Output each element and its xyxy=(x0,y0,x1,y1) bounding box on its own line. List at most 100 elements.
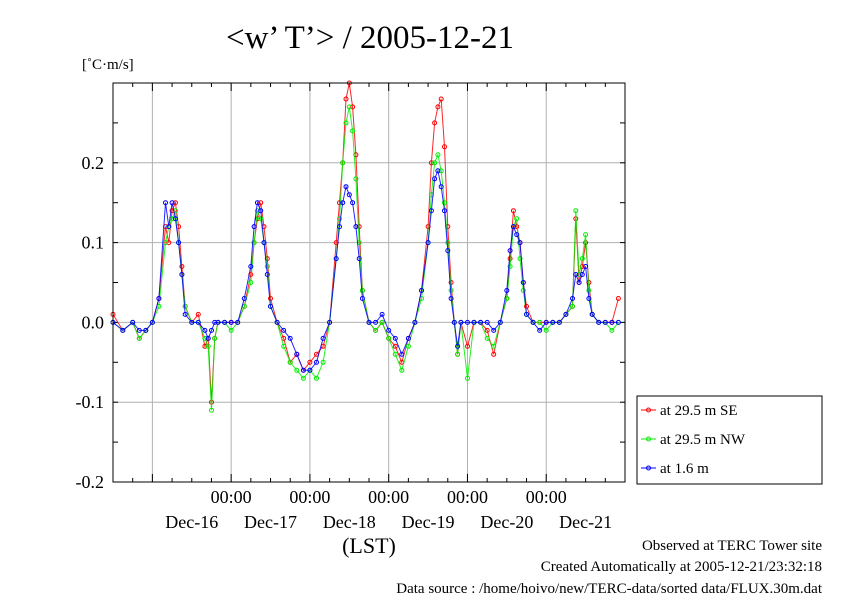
legend-swatch-marker xyxy=(646,465,651,471)
series-at-29-5-m-se-point xyxy=(202,343,208,349)
series-at-29-5-m-nw-point xyxy=(579,256,585,262)
series-at-1-6-m-point xyxy=(337,224,342,230)
x-date-label: Dec-21 xyxy=(559,512,612,532)
legend-label: at 29.5 m SE xyxy=(660,403,738,419)
series-at-1-6-m-point xyxy=(274,319,280,325)
series-at-1-6-m-point xyxy=(491,327,497,333)
series-at-1-6-m-point xyxy=(586,296,592,301)
series-at-1-6-m-point xyxy=(478,319,484,325)
y-tick-label: 0.0 xyxy=(82,312,105,332)
series-at-29-5-m-nw-point xyxy=(491,343,497,349)
series-at-1-6-m-point xyxy=(136,327,142,333)
series-at-1-6-m-point xyxy=(438,184,444,190)
series-at-29-5-m-nw-point xyxy=(136,335,142,341)
series-at-1-6-m-point xyxy=(156,296,162,301)
series-at-1-6-m-point xyxy=(212,319,218,325)
series-at-1-6-m-point xyxy=(149,319,155,325)
series-at-29-5-m-se-point xyxy=(343,96,349,102)
series-at-29-5-m-nw-point xyxy=(514,216,520,222)
series-at-1-6-m-point xyxy=(359,296,365,301)
series-at-29-5-m-nw-point xyxy=(438,168,444,174)
series-at-1-6-m-point xyxy=(524,311,529,317)
series-at-1-6-m-point xyxy=(451,319,457,325)
series-at-29-5-m-se-point xyxy=(195,311,201,317)
series-at-29-5-m-nw-point xyxy=(379,319,385,325)
x-axis-unit-label: (LST) xyxy=(342,533,396,558)
series-at-1-6-m-point xyxy=(205,335,211,341)
series-at-29-5-m-se-point xyxy=(307,359,313,365)
series-at-29-5-m-nw-point xyxy=(455,351,461,357)
series-at-1-6-m-point xyxy=(287,335,293,341)
x-date-label: Dec-17 xyxy=(244,512,297,532)
series-at-29-5-m-nw-point xyxy=(442,200,447,206)
series-at-1-6-m-point xyxy=(228,319,234,325)
series-at-29-5-m-se-point xyxy=(392,343,398,349)
series-at-1-6-m-point xyxy=(241,296,247,301)
series-at-1-6-m-point xyxy=(573,272,579,277)
legend-swatch-marker xyxy=(646,407,651,413)
series-at-29-5-m-nw-point xyxy=(212,335,218,341)
series-at-1-6-m-point xyxy=(314,359,319,365)
series-at-1-6-m-point xyxy=(264,272,270,277)
series-at-1-6-m-point xyxy=(258,208,264,214)
series-at-29-5-m-nw-point xyxy=(251,240,257,246)
series-at-1-6-m-point xyxy=(442,208,447,214)
footer-source: Data source : /home/hoivo/new/TERC-data/… xyxy=(396,581,823,595)
y-tick-label: -0.2 xyxy=(76,472,105,492)
series-at-29-5-m-nw xyxy=(110,104,621,413)
series-at-29-5-m-nw-point xyxy=(264,264,270,269)
series-at-1-6-m-point xyxy=(484,319,490,325)
series-at-1-6-m-point xyxy=(172,216,178,222)
chart-title: <w’ T’> / 2005-12-21 xyxy=(226,20,514,56)
series-at-1-6-m-point xyxy=(268,303,273,309)
series-at-29-5-m-nw-point xyxy=(484,335,490,341)
series-at-1-6-m-point xyxy=(195,319,201,325)
series-at-29-5-m-nw-point xyxy=(537,319,543,325)
series-at-1-6-m-point xyxy=(327,319,333,325)
series-at-1-6-m-point xyxy=(163,200,168,206)
series-at-1-6-m-point xyxy=(366,319,372,325)
series-at-29-5-m-nw-point xyxy=(281,343,287,349)
series-at-1-6-m-point xyxy=(602,319,608,325)
x-axis: 00:00 00:00 00:00 00:00 00:00 Dec-16 Dec-17 Dec… xyxy=(112,83,626,532)
series-at-1-6-m-point xyxy=(448,296,454,301)
series-at-1-6-m-point xyxy=(209,327,214,333)
series-at-29-5-m-se-point xyxy=(465,343,470,349)
series-at-1-6-m-point xyxy=(609,319,615,325)
series-at-1-6-m-point xyxy=(373,319,379,325)
legend-label: at 29.5 m NW xyxy=(660,432,746,448)
series-at-1-6-m-point xyxy=(589,311,595,317)
series-at-1-6-m-point xyxy=(254,200,260,206)
series-at-29-5-m-nw-point xyxy=(353,176,359,182)
series-at-1-6-m-point xyxy=(579,272,585,277)
series-at-29-5-m-se-point xyxy=(510,208,516,214)
y-axis: 0.2 0.1 0.0 -0.1 -0.2 xyxy=(76,82,625,492)
x-date-label: Dec-18 xyxy=(323,512,376,532)
series-at-1-6-m-point xyxy=(294,351,300,357)
series-at-1-6-m-point xyxy=(412,319,418,325)
series-at-29-5-m-nw-point xyxy=(254,208,260,214)
y-tick-label: 0.2 xyxy=(82,153,105,173)
series-at-29-5-m-se-point xyxy=(166,240,172,246)
x-time-label: 00:00 xyxy=(447,487,488,507)
series-at-1-6-m-point xyxy=(379,311,385,317)
plot-frame xyxy=(112,82,626,483)
series-at-29-5-m-nw-point xyxy=(435,152,441,158)
series-at-1-6-m-point xyxy=(307,367,313,373)
series-at-1-6-m-point xyxy=(251,224,257,230)
series-at-1-6-m-point xyxy=(550,319,556,325)
series-at-29-5-m-nw-point xyxy=(248,280,254,285)
series-at-1-6-m-point xyxy=(465,319,470,325)
series-at-1-6-m-point xyxy=(432,176,438,182)
series-at-29-5-m-nw-point xyxy=(573,208,579,214)
series-at-1-6-m-point xyxy=(356,256,362,262)
series-at-1-6-m-point xyxy=(179,272,185,277)
series-at-29-5-m-nw-point xyxy=(570,303,575,309)
series-at-1-6-m-point xyxy=(615,319,621,325)
series-at-1-6-m-point xyxy=(261,240,267,246)
series-at-29-5-m-nw-point xyxy=(205,343,211,349)
x-time-label: 00:00 xyxy=(211,487,252,507)
x-time-label: 00:00 xyxy=(289,487,330,507)
series-at-29-5-m-nw-point xyxy=(583,232,589,238)
series-at-29-5-m-nw-point xyxy=(294,367,300,373)
